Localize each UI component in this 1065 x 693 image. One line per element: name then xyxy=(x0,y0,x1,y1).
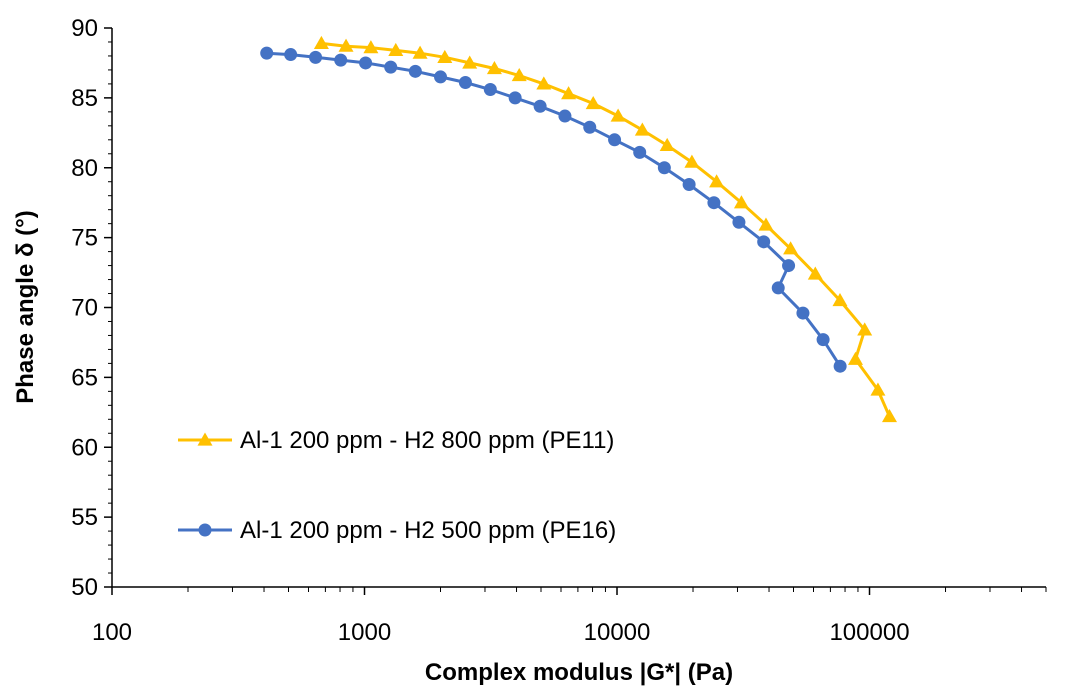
legend-label: Al-1 200 ppm - H2 800 ppm (PE11) xyxy=(240,427,614,454)
circle-marker xyxy=(816,333,830,347)
circle-marker xyxy=(284,48,298,62)
circle-marker xyxy=(757,235,771,249)
x-tick-label: 10000 xyxy=(584,619,651,646)
triangle-marker xyxy=(758,217,774,231)
y-tick-label: 55 xyxy=(71,504,98,531)
triangle-marker xyxy=(733,195,749,209)
circle-marker xyxy=(508,91,522,105)
circle-marker xyxy=(707,196,721,210)
triangle-marker xyxy=(313,35,329,49)
circle-marker xyxy=(458,76,472,90)
circle-marker xyxy=(558,109,572,123)
legend-label: Al-1 200 ppm - H2 500 ppm (PE16) xyxy=(240,517,616,544)
triangle-marker xyxy=(709,174,725,188)
triangle-marker xyxy=(561,86,577,100)
circle-marker xyxy=(483,82,497,96)
x-tick-label: 1000 xyxy=(338,619,391,646)
triangle-marker xyxy=(857,322,873,336)
triangle-marker xyxy=(388,42,404,56)
circle-marker xyxy=(260,46,274,60)
circle-marker xyxy=(309,50,323,64)
triangle-marker xyxy=(412,45,428,59)
triangle-marker xyxy=(870,382,886,396)
triangle-marker xyxy=(634,122,650,136)
triangle-marker xyxy=(832,293,848,307)
series-1 xyxy=(313,35,898,423)
circle-marker xyxy=(657,161,671,175)
y-tick-label: 60 xyxy=(71,434,98,461)
circle-marker xyxy=(771,281,785,295)
circle-marker xyxy=(782,259,796,273)
circle-marker xyxy=(384,60,398,74)
y-tick-label: 90 xyxy=(71,15,98,42)
series-layer xyxy=(260,35,898,423)
triangle-marker xyxy=(363,40,379,54)
triangle-marker xyxy=(847,351,863,365)
series-line xyxy=(321,41,891,418)
triangle-marker xyxy=(437,49,453,63)
triangle-marker xyxy=(659,137,675,152)
triangle-marker xyxy=(486,61,502,75)
circle-marker xyxy=(833,359,847,373)
circle-marker xyxy=(633,145,647,159)
circle-marker xyxy=(533,99,547,113)
circle-marker xyxy=(334,53,348,67)
axes xyxy=(111,28,1046,588)
triangle-marker xyxy=(536,76,552,90)
circle-marker xyxy=(682,178,696,192)
circle-marker xyxy=(434,70,448,84)
y-tick-label: 70 xyxy=(71,295,98,322)
triangle-marker xyxy=(807,266,823,280)
legend-triangle-marker xyxy=(197,432,213,446)
circle-marker xyxy=(408,64,422,78)
legend-item: Al-1 200 ppm - H2 800 ppm (PE11) xyxy=(178,427,614,454)
y-tick-label: 80 xyxy=(71,155,98,182)
triangle-marker xyxy=(783,241,799,255)
x-axis-title: Complex modulus |G*| (Pa) xyxy=(425,659,733,686)
triangle-marker xyxy=(462,55,478,69)
legend: Al-1 200 ppm - H2 800 ppm (PE11) Al-1 200… xyxy=(178,427,616,544)
legend-item: Al-1 200 ppm - H2 500 ppm (PE16) xyxy=(178,517,616,544)
x-tick-label: 100000 xyxy=(829,619,909,646)
circle-marker xyxy=(732,215,746,229)
y-tick-label: 50 xyxy=(71,574,98,601)
triangle-marker xyxy=(338,38,354,52)
triangle-marker xyxy=(882,409,898,423)
x-tick-label: 100 xyxy=(92,619,132,646)
triangle-marker xyxy=(585,95,601,110)
y-tick-label: 85 xyxy=(71,85,98,112)
legend-circle-marker xyxy=(198,523,212,537)
series-line xyxy=(266,51,842,368)
ticks: 50 55 60 65 70 75 80 85 90 100 1000 10000 100000 xyxy=(71,15,1047,646)
circle-marker xyxy=(608,133,622,147)
circle-marker xyxy=(359,56,373,70)
y-axis-title: Phase angle δ (°) xyxy=(12,210,39,404)
circle-marker xyxy=(796,306,810,320)
triangle-marker xyxy=(684,154,700,168)
circle-marker xyxy=(583,120,597,134)
triangle-marker xyxy=(610,108,626,122)
y-tick-label: 65 xyxy=(71,364,98,391)
series-2 xyxy=(260,46,847,373)
triangle-marker xyxy=(511,68,527,82)
y-tick-label: 75 xyxy=(71,225,98,252)
